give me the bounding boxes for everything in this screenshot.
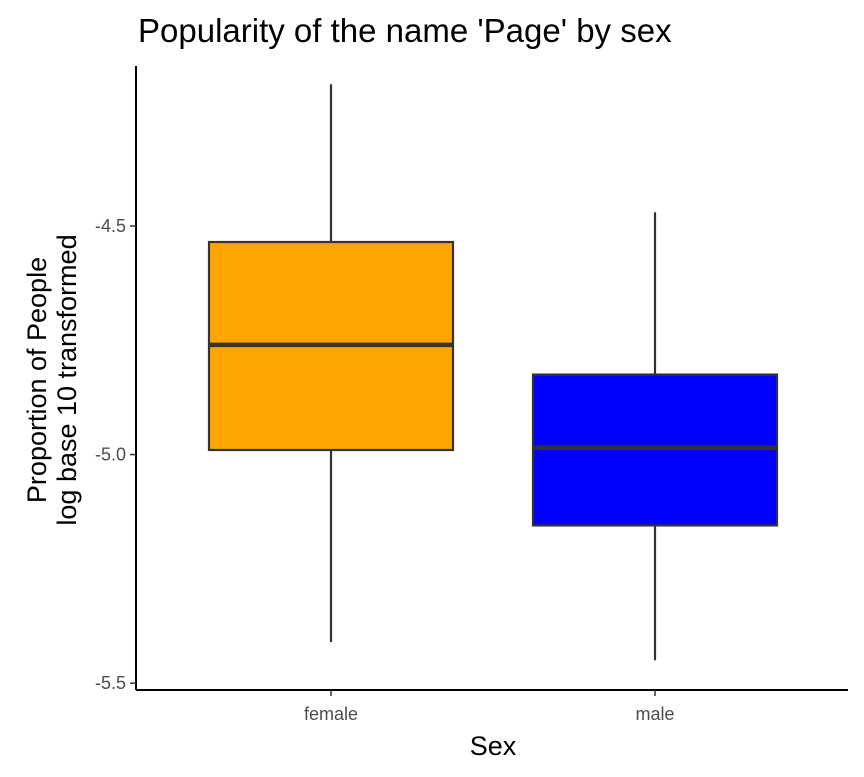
plot-area: [207, 84, 779, 661]
y-axis-title-line-2: log base 10 transformed: [52, 234, 82, 525]
x-tick-label-male: male: [635, 704, 674, 724]
box-female: [207, 84, 455, 642]
chart-title: Popularity of the name 'Page' by sex: [138, 12, 672, 49]
y-tick-label: -5.5: [95, 673, 126, 693]
y-axis-title: Proportion of People log base 10 transfo…: [22, 234, 82, 525]
y-axis-title-line-1: Proportion of People: [22, 257, 52, 503]
box-male: [531, 212, 779, 661]
x-axis-title: Sex: [470, 731, 517, 761]
box-body: [531, 373, 779, 527]
x-axis-ticks: female male: [304, 690, 675, 724]
y-axis-ticks: -5.5 -5.0 -4.5: [95, 216, 136, 693]
x-tick-label-female: female: [304, 704, 358, 724]
y-tick-label: -5.0: [95, 445, 126, 465]
y-tick-label: -4.5: [95, 216, 126, 236]
